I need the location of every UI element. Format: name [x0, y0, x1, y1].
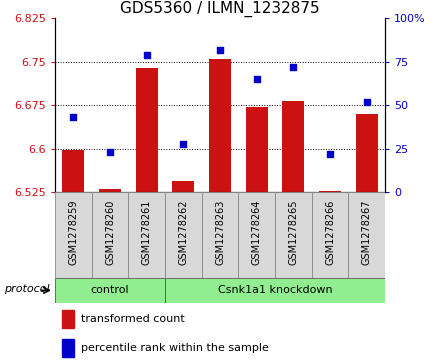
- Bar: [62, 150, 84, 192]
- Point: [253, 76, 260, 82]
- Bar: [238, 192, 275, 278]
- Point: [290, 64, 297, 70]
- Text: transformed count: transformed count: [81, 314, 185, 324]
- Bar: [55, 192, 92, 278]
- Text: GSM1278260: GSM1278260: [105, 199, 115, 265]
- Text: control: control: [91, 285, 129, 295]
- Text: GSM1278261: GSM1278261: [142, 199, 152, 265]
- Bar: [348, 192, 385, 278]
- Bar: [172, 181, 194, 192]
- Bar: [165, 278, 385, 303]
- Bar: [202, 192, 238, 278]
- Text: GSM1278259: GSM1278259: [68, 199, 78, 265]
- Text: GSM1278262: GSM1278262: [178, 199, 188, 265]
- Point: [216, 46, 224, 52]
- Text: GSM1278263: GSM1278263: [215, 199, 225, 265]
- Point: [326, 151, 334, 157]
- Bar: [55, 278, 165, 303]
- Point: [363, 99, 370, 105]
- Point: [180, 141, 187, 147]
- Text: GSM1278266: GSM1278266: [325, 199, 335, 265]
- Title: GDS5360 / ILMN_1232875: GDS5360 / ILMN_1232875: [120, 1, 320, 17]
- Text: GSM1278267: GSM1278267: [362, 199, 372, 265]
- Bar: [275, 192, 312, 278]
- Bar: [209, 59, 231, 192]
- Text: Csnk1a1 knockdown: Csnk1a1 knockdown: [218, 285, 332, 295]
- Bar: [92, 192, 128, 278]
- Bar: [319, 191, 341, 192]
- Point: [70, 115, 77, 121]
- Bar: [356, 114, 378, 192]
- Bar: [99, 189, 121, 192]
- Point: [143, 52, 150, 58]
- Bar: [62, 310, 74, 328]
- Text: GSM1278265: GSM1278265: [288, 199, 298, 265]
- Bar: [312, 192, 348, 278]
- Bar: [136, 68, 158, 192]
- Bar: [165, 192, 202, 278]
- Text: percentile rank within the sample: percentile rank within the sample: [81, 343, 269, 353]
- Bar: [246, 107, 268, 192]
- Bar: [128, 192, 165, 278]
- Bar: [62, 339, 74, 357]
- Text: GSM1278264: GSM1278264: [252, 199, 262, 265]
- Text: protocol: protocol: [4, 284, 50, 294]
- Bar: [282, 101, 304, 192]
- Point: [106, 150, 114, 155]
